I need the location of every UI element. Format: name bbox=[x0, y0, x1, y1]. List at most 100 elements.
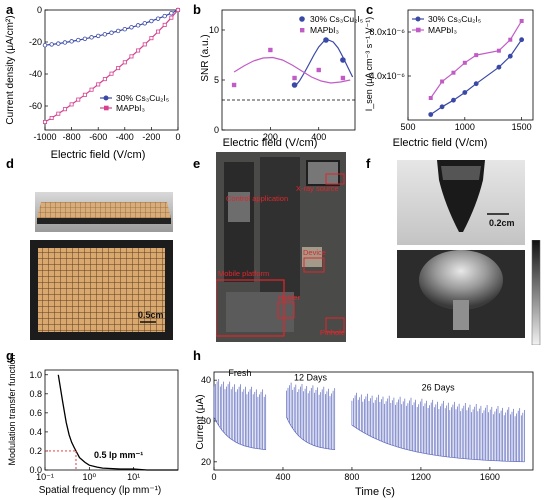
chart-c-point bbox=[440, 79, 445, 84]
chart-g-ytick-label: 1.0 bbox=[29, 370, 42, 380]
chart-a-point bbox=[69, 102, 74, 107]
chart-c-point bbox=[439, 104, 445, 110]
scale-label-f: 0.2cm bbox=[489, 218, 515, 228]
photo-e-setup: Control application X-ray source Device … bbox=[216, 152, 346, 342]
chart-b-ytick-label: 5 bbox=[214, 75, 219, 85]
chart-a-point bbox=[156, 29, 161, 34]
chart-h-trace-segment bbox=[213, 379, 267, 450]
chart-a-point bbox=[116, 66, 121, 71]
chart-a-point bbox=[62, 40, 68, 45]
label-mobile-platform: Mobile platform bbox=[218, 269, 270, 278]
chart-a-xtick-label: -800 bbox=[63, 132, 81, 142]
chart-h-xtick-label: 400 bbox=[275, 472, 290, 482]
chart-a-point bbox=[122, 27, 127, 32]
chart-h-ytick-label: 40 bbox=[201, 375, 211, 385]
chart-h-xtick-label: 0 bbox=[211, 472, 216, 482]
chart-a-point bbox=[102, 32, 108, 37]
chart-a-point bbox=[142, 21, 147, 26]
chart-a-point bbox=[162, 22, 167, 27]
photo-f-object: 0.2cm bbox=[397, 160, 525, 245]
xray-image bbox=[397, 250, 525, 338]
chart-a-point bbox=[56, 41, 61, 46]
chart-g-frame bbox=[44, 369, 179, 471]
chart-h-ylabel: Current (μA) bbox=[195, 394, 206, 449]
chart-a-series-line bbox=[44, 9, 179, 123]
chart-b-xlabel: Electric field (V/cm) bbox=[223, 137, 318, 149]
chart-c: 500 1000 1500 4.0x10⁻⁶ 8.0x10⁻⁶ 30% Cs₃Cu₂I₅M… bbox=[370, 9, 534, 132]
array-side-view-image bbox=[35, 192, 173, 232]
chart-a-point bbox=[96, 82, 101, 87]
label-xray-source: X-ray source bbox=[296, 184, 339, 193]
chart-a-point bbox=[82, 36, 88, 41]
colorbar-f bbox=[531, 240, 541, 345]
chart-a-point bbox=[76, 97, 81, 102]
chart-b-point bbox=[291, 82, 298, 88]
chart-c-ytick-label: 4.0x10⁻⁶ bbox=[370, 71, 406, 81]
chart-g-ytick-label: 0.2 bbox=[29, 446, 42, 456]
chart-h-segment-label: Fresh bbox=[228, 368, 251, 378]
chart-h-trace-segment bbox=[351, 392, 525, 463]
chart-h-trace-segment bbox=[286, 382, 336, 450]
chart-a-point bbox=[76, 37, 81, 43]
chart-a-point bbox=[95, 33, 101, 39]
chart-g-ylabel: Modulation transfer function bbox=[7, 354, 17, 465]
chart-c-point bbox=[519, 19, 524, 23]
chart-b-xtick-label: 200 bbox=[263, 132, 278, 142]
chart-c-legend-0-label: 30% Cs₃Cu₂I₅ bbox=[428, 14, 481, 24]
chart-h-segment-label: 12 Days bbox=[294, 372, 328, 382]
chart-b-point bbox=[316, 67, 321, 73]
chart-g-xtick-label: 10¹ bbox=[127, 472, 140, 482]
panel-letter-b: b bbox=[193, 2, 201, 17]
chart-h-xtick-label: 800 bbox=[344, 472, 359, 482]
chart-b-legend-0-label: 30% Cs₃Cu₂I₅ bbox=[310, 14, 363, 24]
chart-a-ytick-label: 0 bbox=[37, 5, 42, 15]
panel-letter-h: h bbox=[193, 348, 201, 363]
chart-g-xtick-label: 10⁻¹ bbox=[36, 472, 54, 482]
chart-b-legend-0-marker bbox=[299, 16, 305, 22]
chart-c-frame bbox=[407, 9, 534, 121]
panel-letter-e: e bbox=[193, 156, 200, 171]
chart-b-point bbox=[340, 57, 346, 63]
chart-a-point bbox=[169, 10, 174, 16]
chart-b-point bbox=[268, 47, 273, 53]
chart-a-xtick-label: -600 bbox=[89, 132, 107, 142]
chart-b-fit-curve bbox=[233, 56, 351, 84]
chart-a-point bbox=[115, 28, 121, 34]
chart-a-point bbox=[42, 43, 48, 48]
chart-c-legend-1-marker bbox=[416, 27, 421, 33]
chart-c-point bbox=[519, 37, 525, 43]
chart-c-point bbox=[496, 64, 502, 70]
chart-c-legend-1-label: MAPbI₃ bbox=[428, 25, 457, 35]
chart-h: 0 400 800 1200 1600 20 30 40 Fresh 12 Days 26 Days bbox=[201, 368, 534, 482]
chart-c-point bbox=[462, 60, 467, 65]
array-top-view-image bbox=[38, 248, 165, 332]
panel-letter-c: c bbox=[366, 2, 373, 17]
chart-b-point bbox=[231, 82, 237, 88]
chart-c-ylabel: I_sen (μA cm⁻³ s⁻¹ V⁻¹) bbox=[364, 17, 374, 111]
chart-b-point bbox=[323, 37, 329, 43]
chart-b-point bbox=[292, 75, 297, 81]
chart-a-point bbox=[155, 16, 161, 21]
chart-a-point bbox=[49, 116, 54, 121]
chart-a-point bbox=[175, 7, 180, 12]
chart-g-xlabel: Spatial frequency (lp mm⁻¹) bbox=[39, 485, 162, 496]
chart-b-legend-1-marker bbox=[300, 28, 305, 33]
chart-a-point bbox=[142, 42, 147, 47]
chart-h-xtick-label: 1200 bbox=[411, 472, 431, 482]
chart-a-frame bbox=[44, 9, 179, 131]
chart-c-point bbox=[462, 90, 468, 95]
chart-a-ytick-label: -20 bbox=[29, 37, 42, 47]
chart-g-xtick-label: 10⁰ bbox=[83, 472, 97, 482]
chart-a-point bbox=[102, 77, 107, 82]
chart-a-point bbox=[89, 87, 94, 92]
chart-h-ytick-label: 30 bbox=[201, 416, 211, 426]
chart-g-ytick-label: 0.6 bbox=[29, 408, 42, 418]
chart-c-xlabel: Electric field (V/cm) bbox=[393, 137, 488, 149]
chart-c-point bbox=[451, 70, 456, 75]
chart-a-xtick-label: -400 bbox=[116, 132, 134, 142]
chart-a-point bbox=[122, 60, 127, 65]
chart-c-series-line bbox=[430, 39, 523, 115]
image-f-xray bbox=[397, 250, 525, 338]
chart-g-ytick-label: 0.8 bbox=[29, 389, 42, 399]
